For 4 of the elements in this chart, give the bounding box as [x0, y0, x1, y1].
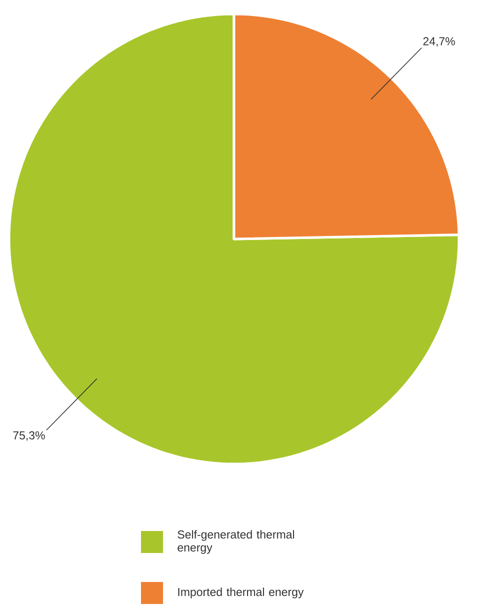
data-label: 75,3% — [13, 431, 45, 441]
legend-label: Self-generated thermal energy — [178, 530, 294, 554]
data-label: 24,7% — [423, 37, 455, 47]
legend-label: Imported thermal energy — [178, 588, 304, 598]
